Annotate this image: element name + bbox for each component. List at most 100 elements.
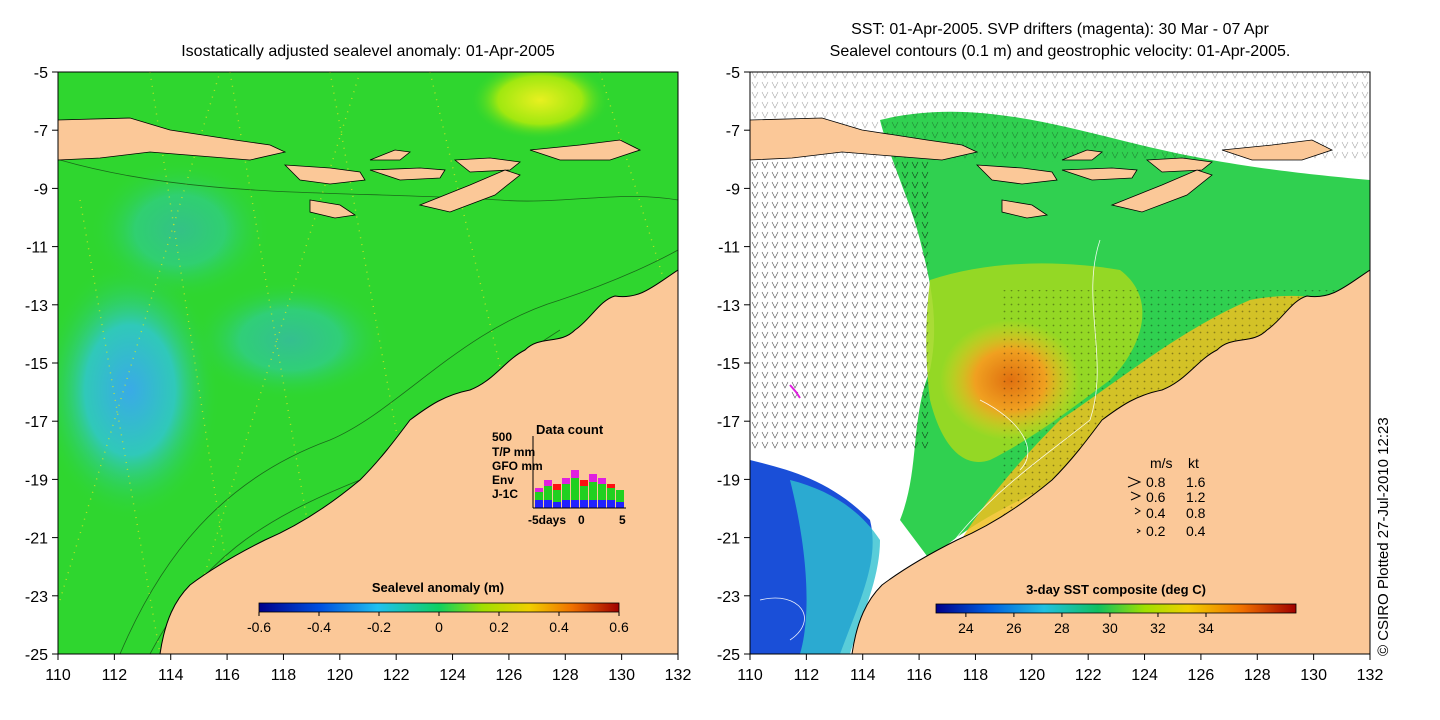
right-x-tick-label: 128	[1244, 667, 1271, 684]
right-map: SST: 01-Apr-2005. SVP drifters (magenta)…	[717, 21, 1384, 684]
velocity-arrow-icons	[1127, 476, 1142, 534]
legend-gfo: GFO mm	[492, 459, 543, 473]
left-x-tick-label: 132	[665, 667, 692, 684]
left-y-tick-label: -21	[25, 531, 48, 548]
right-x-tick-label: 124	[1131, 667, 1158, 684]
velocity-row-3-kt: 0.8	[1186, 505, 1206, 521]
left-x-tick-label: 122	[383, 667, 410, 684]
left-y-tick-label: -19	[25, 472, 48, 489]
left-x-tick-label: 118	[271, 667, 297, 684]
right-x-tick-label: 110	[737, 667, 763, 684]
left-x-tick-label: 126	[496, 667, 523, 684]
left-colorbar-tick-label: -0.2	[367, 619, 391, 635]
right-colorbar-tick-label: 30	[1102, 620, 1118, 636]
right-x-tick-label: 118	[963, 667, 989, 684]
left-x-tick-label: 114	[158, 667, 184, 684]
left-y-tick-label: -15	[25, 356, 48, 373]
right-y-tick-label: -25	[717, 647, 740, 664]
right-y-tick-label: -21	[717, 531, 740, 548]
right-colorbar-tick-label: 26	[1006, 620, 1022, 636]
left-y-tick-label: -9	[34, 181, 48, 198]
data-count-xlabel-end: 5	[619, 513, 626, 527]
right-y-tick-label: -7	[726, 123, 740, 140]
right-x-tick-label: 130	[1300, 667, 1327, 684]
left-title: Isostatically adjusted sealevel anomaly:…	[181, 43, 555, 60]
left-x-tick-label: 128	[552, 667, 579, 684]
left-land-islands	[58, 117, 642, 219]
left-x-tick-label: 116	[214, 667, 240, 684]
left-y-tick-label: -23	[25, 589, 48, 606]
credit-text: © CSIRO Plotted 27-Jul-2010 12:23	[1375, 417, 1392, 656]
right-y-tick-label: -13	[717, 298, 740, 315]
velocity-arrow-06-icon	[1130, 491, 1142, 501]
left-y-tick-label: -5	[34, 65, 48, 82]
legend-env: Env	[492, 473, 514, 487]
right-x-tick-label: 132	[1357, 667, 1384, 684]
right-land-australia	[851, 269, 1370, 654]
velocity-legend: m/s kt 0.8 1.6 0.6 1.2 0.4 0.8 0.2 0.4	[1127, 455, 1206, 539]
velocity-header-kt: kt	[1188, 455, 1199, 471]
left-x-tick-label: 120	[326, 667, 353, 684]
right-x-tick-label: 126	[1188, 667, 1215, 684]
legend-tp: T/P mm	[492, 445, 535, 459]
right-colorbar-tick-label: 32	[1150, 620, 1166, 636]
velocity-row-2-kt: 1.2	[1186, 489, 1206, 505]
left-map: Isostatically adjusted sealevel anomaly:…	[25, 43, 692, 684]
right-x-tick-label: 112	[794, 667, 820, 684]
velocity-row-1-ms: 0.8	[1146, 474, 1166, 490]
left-colorbar-tick-label: 0.4	[549, 619, 569, 635]
velocity-row-2-ms: 0.6	[1146, 489, 1166, 505]
left-y-axis: -5 -7 -9 -11 -13 -15 -17 -19 -21 -23 -25	[25, 65, 58, 664]
velocity-header-ms: m/s	[1150, 455, 1173, 471]
velocity-row-3-ms: 0.4	[1146, 505, 1166, 521]
left-y-tick-label: -17	[25, 414, 48, 431]
left-x-tick-label: 110	[45, 667, 71, 684]
left-x-tick-label: 130	[608, 667, 635, 684]
right-x-tick-label: 114	[850, 667, 876, 684]
right-y-tick-label: -23	[717, 589, 740, 606]
right-x-tick-label: 116	[906, 667, 932, 684]
right-colorbar-label: 3-day SST composite (deg C)	[1026, 582, 1206, 597]
data-count-xlabel-start: -5days	[528, 513, 566, 527]
right-y-tick-label: -9	[726, 181, 740, 198]
left-colorbar-tick-label: 0.2	[489, 619, 509, 635]
left-y-tick-label: -13	[25, 298, 48, 315]
data-count-bars	[532, 436, 626, 509]
right-y-tick-label: -5	[726, 65, 740, 82]
right-y-tick-label: -15	[717, 356, 740, 373]
left-x-tick-label: 112	[102, 667, 128, 684]
left-land-australia	[159, 269, 678, 654]
right-x-tick-label: 120	[1018, 667, 1045, 684]
data-count-title: Data count	[536, 422, 604, 437]
right-land-islands	[750, 117, 1334, 219]
data-count-ymax: 500	[492, 430, 512, 444]
left-colorbar-tick-label: 0.6	[609, 619, 629, 635]
velocity-row-1-kt: 1.6	[1186, 474, 1206, 490]
left-y-tick-label: -25	[25, 647, 48, 664]
right-colorbar-tick-label: 34	[1198, 620, 1214, 636]
left-colorbar-tick-label: -0.4	[307, 619, 331, 635]
left-x-axis: 110 112 114 116 118 120 122 124 126 128 130 132	[45, 654, 691, 684]
right-x-axis: 110 112 114 116 118 120 122 124 126 128 130 132	[737, 654, 1383, 684]
right-y-tick-label: -11	[718, 240, 740, 257]
right-title-line2: Sealevel contours (0.1 m) and geostrophi…	[830, 43, 1291, 60]
left-colorbar-tick-label: 0	[435, 619, 443, 635]
data-count-xlabel-zero: 0	[578, 513, 585, 527]
left-colorbar-tick-label: -0.6	[247, 619, 271, 635]
right-colorbar-tick-label: 28	[1054, 620, 1070, 636]
legend-j1c: J-1C	[492, 487, 518, 501]
left-x-tick-label: 124	[439, 667, 466, 684]
right-colorbar-tick-label: 24	[958, 620, 974, 636]
right-y-axis: -5 -7 -9 -11 -13 -15 -17 -19 -21 -23 -25	[717, 65, 750, 664]
velocity-arrow-04-icon	[1134, 507, 1141, 515]
left-y-tick-label: -7	[34, 123, 48, 140]
left-colorbar-label: Sealevel anomaly (m)	[372, 580, 504, 595]
data-count-inset: Data count 500 T/P mm GFO mm Env J-1C -5…	[492, 422, 626, 527]
velocity-row-4-kt: 0.4	[1186, 523, 1206, 539]
velocity-row-4-ms: 0.2	[1146, 523, 1166, 539]
right-y-tick-label: -19	[717, 472, 740, 489]
left-colorbar: Sealevel anomaly (m) -0.6 -0.4 -0.2 0 0.2 0.4…	[247, 580, 629, 635]
left-y-tick-label: -11	[26, 240, 48, 257]
right-y-tick-label: -17	[717, 414, 740, 431]
